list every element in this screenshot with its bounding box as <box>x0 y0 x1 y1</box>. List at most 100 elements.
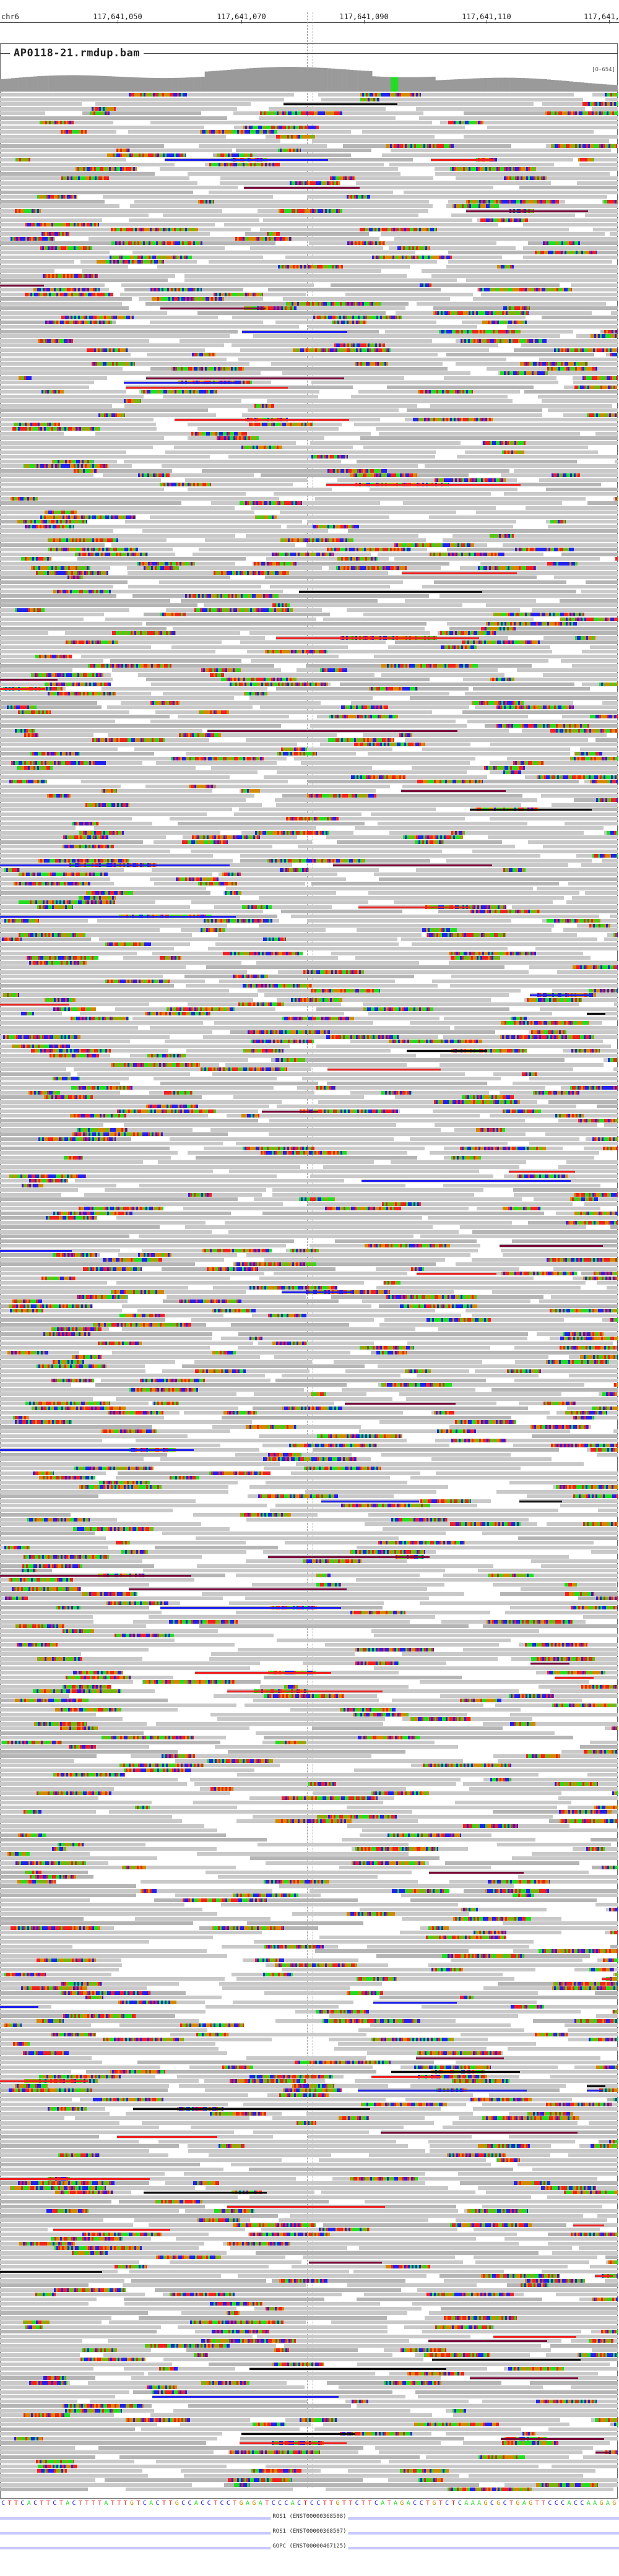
aligned-read[interactable] <box>0 2195 238 2199</box>
aligned-read[interactable] <box>0 1160 144 1164</box>
aligned-read[interactable] <box>329 2014 519 2018</box>
aligned-read[interactable] <box>257 209 429 213</box>
aligned-read[interactable] <box>374 872 618 876</box>
aligned-read[interactable] <box>0 1977 225 1981</box>
aligned-read[interactable] <box>0 162 175 166</box>
aligned-read[interactable] <box>122 2283 307 2287</box>
aligned-read[interactable] <box>441 2306 618 2311</box>
aligned-read[interactable] <box>249 246 384 250</box>
aligned-read[interactable] <box>389 162 554 166</box>
aligned-read[interactable] <box>0 1332 212 1336</box>
aligned-read[interactable] <box>410 2083 566 2088</box>
aligned-read[interactable] <box>312 139 610 143</box>
aligned-read[interactable] <box>0 329 238 334</box>
aligned-read[interactable] <box>124 1123 397 1127</box>
aligned-read[interactable] <box>150 719 456 723</box>
aligned-read[interactable] <box>496 1842 612 1846</box>
aligned-read[interactable] <box>0 1522 202 1526</box>
aligned-read[interactable] <box>290 914 599 918</box>
aligned-read[interactable] <box>195 1155 417 1160</box>
aligned-read[interactable] <box>0 455 210 459</box>
aligned-read[interactable] <box>297 845 516 848</box>
aligned-read[interactable] <box>513 468 618 473</box>
aligned-read[interactable] <box>347 2283 477 2287</box>
aligned-read[interactable] <box>0 473 94 477</box>
aligned-read[interactable] <box>0 598 170 603</box>
aligned-read[interactable] <box>180 598 378 603</box>
aligned-read[interactable] <box>491 1387 618 1392</box>
aligned-read[interactable] <box>366 1944 529 1949</box>
aligned-read[interactable] <box>480 292 618 296</box>
aligned-read[interactable] <box>0 1666 250 1670</box>
aligned-read[interactable] <box>0 1025 138 1030</box>
aligned-read[interactable] <box>188 2404 352 2408</box>
aligned-read[interactable] <box>529 1030 618 1034</box>
aligned-read[interactable] <box>121 283 314 287</box>
aligned-read[interactable] <box>0 2488 89 2491</box>
aligned-read[interactable] <box>204 2088 342 2092</box>
aligned-read[interactable] <box>188 487 332 491</box>
aligned-read[interactable] <box>217 1717 386 1721</box>
aligned-read[interactable] <box>199 144 327 148</box>
aligned-read[interactable] <box>0 311 167 315</box>
aligned-read[interactable] <box>0 1253 100 1257</box>
aligned-read[interactable] <box>582 650 618 653</box>
aligned-read[interactable] <box>238 1332 529 1336</box>
aligned-read[interactable] <box>491 1290 618 1294</box>
aligned-read[interactable] <box>183 2473 460 2478</box>
aligned-read[interactable] <box>106 705 253 709</box>
aligned-read[interactable] <box>450 984 618 988</box>
aligned-read[interactable] <box>540 1007 618 1011</box>
aligned-read[interactable] <box>404 418 618 421</box>
aligned-read[interactable] <box>208 947 508 950</box>
aligned-read[interactable] <box>326 1081 487 1085</box>
aligned-read[interactable] <box>436 1471 618 1475</box>
aligned-read[interactable] <box>190 1777 461 1781</box>
aligned-read[interactable] <box>0 2000 205 2004</box>
aligned-read[interactable] <box>531 1434 618 1438</box>
aligned-read[interactable] <box>443 1016 618 1020</box>
aligned-read[interactable] <box>507 2046 618 2051</box>
aligned-read[interactable] <box>97 919 280 923</box>
aligned-read[interactable] <box>360 1907 547 1911</box>
aligned-read[interactable] <box>0 524 282 528</box>
aligned-read[interactable] <box>588 2121 618 2125</box>
aligned-read[interactable] <box>0 408 208 412</box>
aligned-read[interactable] <box>280 510 456 514</box>
aligned-read[interactable] <box>0 2098 72 2101</box>
aligned-read[interactable] <box>0 1378 94 1382</box>
aligned-read[interactable] <box>417 301 606 306</box>
aligned-read[interactable] <box>129 218 260 222</box>
aligned-read[interactable] <box>306 2111 474 2116</box>
aligned-read[interactable] <box>532 2167 618 2171</box>
aligned-read[interactable] <box>540 1564 618 1568</box>
aligned-read[interactable] <box>0 613 105 616</box>
aligned-read[interactable] <box>317 715 528 718</box>
aligned-read[interactable] <box>240 2436 464 2440</box>
aligned-read[interactable] <box>236 149 372 152</box>
aligned-read[interactable] <box>356 459 578 463</box>
aligned-read[interactable] <box>498 371 618 375</box>
aligned-read[interactable] <box>542 102 618 106</box>
aligned-read[interactable] <box>463 111 618 115</box>
aligned-read[interactable] <box>0 116 227 120</box>
aligned-read[interactable] <box>274 1355 549 1359</box>
aligned-read[interactable] <box>0 1230 212 1234</box>
aligned-read[interactable] <box>283 102 534 106</box>
aligned-read[interactable] <box>0 854 213 858</box>
aligned-read[interactable] <box>307 325 478 329</box>
aligned-read[interactable] <box>246 738 395 742</box>
aligned-read[interactable] <box>178 821 365 825</box>
aligned-read[interactable] <box>363 446 589 449</box>
aligned-read[interactable] <box>579 1745 618 1749</box>
aligned-read[interactable] <box>0 589 284 593</box>
aligned-read[interactable] <box>560 659 618 663</box>
aligned-read[interactable] <box>355 826 604 830</box>
aligned-read[interactable] <box>0 1898 90 1902</box>
aligned-read[interactable] <box>452 533 618 538</box>
aligned-read[interactable] <box>205 162 384 166</box>
aligned-read[interactable] <box>0 2065 160 2069</box>
aligned-read[interactable] <box>155 710 432 714</box>
aligned-read[interactable] <box>582 1615 618 1619</box>
aligned-read[interactable] <box>0 733 93 737</box>
